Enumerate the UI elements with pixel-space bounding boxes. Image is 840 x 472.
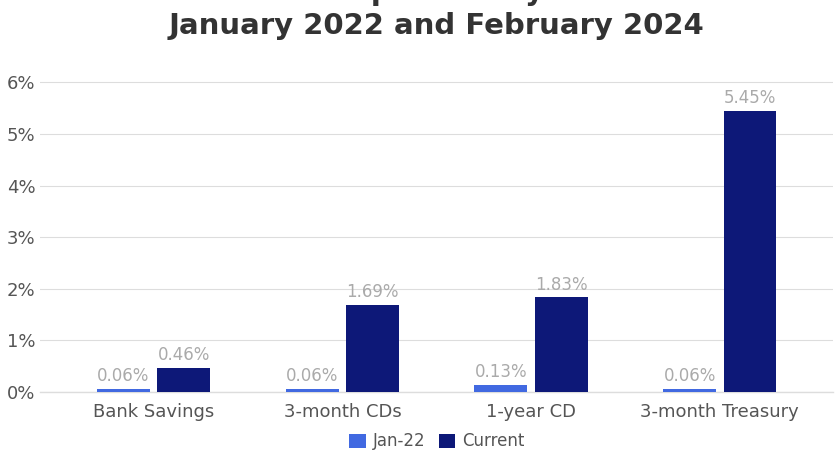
Text: 0.46%: 0.46%: [158, 346, 210, 364]
Text: 0.13%: 0.13%: [475, 363, 528, 381]
Bar: [346, 304, 399, 392]
Bar: [157, 368, 210, 392]
Bar: [723, 111, 776, 392]
Text: 5.45%: 5.45%: [724, 89, 776, 107]
Bar: [475, 385, 528, 392]
Text: 1.69%: 1.69%: [346, 283, 399, 301]
Legend: Jan-22, Current: Jan-22, Current: [343, 426, 531, 457]
Bar: [286, 388, 339, 392]
Text: 0.06%: 0.06%: [664, 367, 716, 385]
Title: Cash equivalent yields
January 2022 and February 2024: Cash equivalent yields January 2022 and …: [169, 0, 705, 41]
Text: 0.06%: 0.06%: [286, 367, 339, 385]
Bar: [97, 388, 150, 392]
Bar: [535, 297, 588, 392]
Text: 1.83%: 1.83%: [535, 276, 588, 294]
Bar: [664, 388, 716, 392]
Text: 0.06%: 0.06%: [97, 367, 150, 385]
